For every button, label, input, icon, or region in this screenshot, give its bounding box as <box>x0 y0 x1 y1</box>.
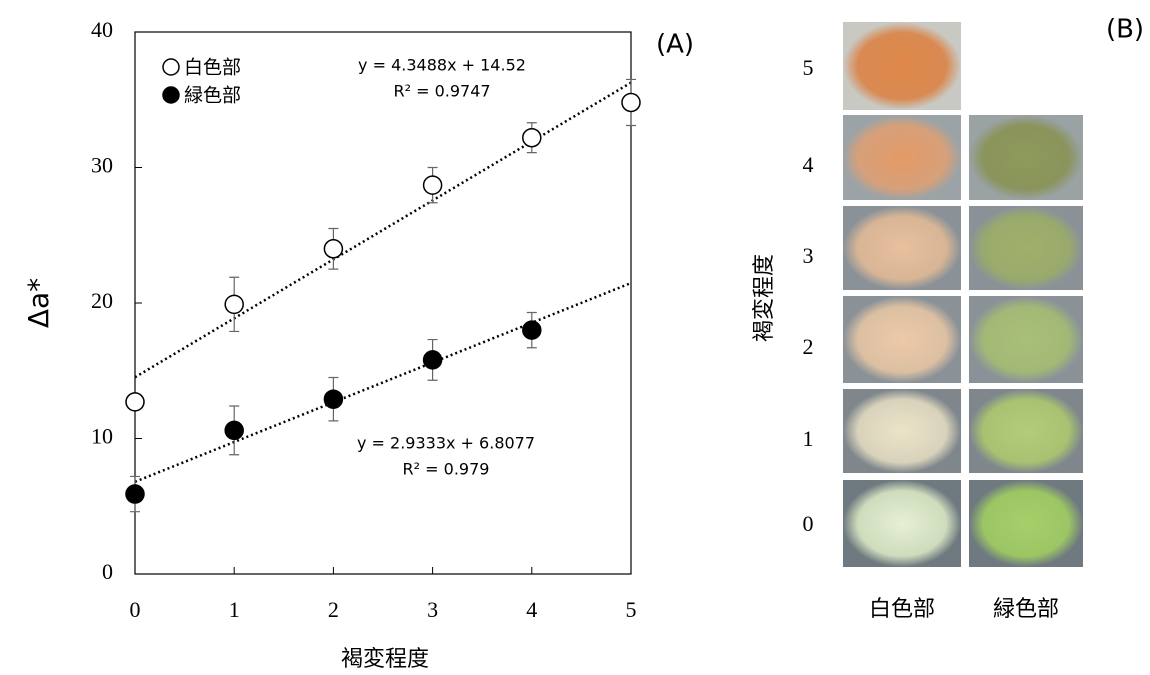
photo <box>969 296 1083 383</box>
photo <box>843 115 961 200</box>
point <box>424 176 442 194</box>
trendline-r2: R² = 0.979 <box>403 460 490 479</box>
trendline-r2: R² = 0.9747 <box>393 82 490 101</box>
row-label: 0 <box>803 511 814 536</box>
legend-marker <box>163 87 179 103</box>
y-axis-title: 褐変程度 <box>752 254 777 342</box>
legend-label: 緑色部 <box>184 85 241 107</box>
y-axis-title: Δa* <box>22 278 55 328</box>
photo <box>843 296 961 383</box>
point <box>424 351 442 369</box>
y-tick-label: 0 <box>102 559 113 584</box>
plot-frame <box>135 32 631 574</box>
photo <box>969 389 1083 473</box>
y-tick-label: 20 <box>91 288 113 313</box>
row-label: 2 <box>803 334 814 359</box>
photo <box>843 480 961 567</box>
row-label: 1 <box>803 426 814 451</box>
row-label: 3 <box>803 243 814 268</box>
x-tick-label: 4 <box>526 597 537 622</box>
trendline-equation: y = 2.9333x + 6.8077 <box>357 434 535 453</box>
point <box>225 421 243 439</box>
x-tick-label: 2 <box>328 597 339 622</box>
point <box>523 321 541 339</box>
photo <box>843 22 961 110</box>
panel-label: (B) <box>1106 15 1144 45</box>
x-tick-label: 1 <box>229 597 240 622</box>
column-label: 白色部 <box>869 597 935 622</box>
photo <box>843 206 961 290</box>
point <box>523 129 541 147</box>
x-tick-label: 3 <box>427 597 438 622</box>
row-label: 5 <box>803 55 814 80</box>
y-tick-label: 30 <box>91 153 113 178</box>
point <box>324 240 342 258</box>
point <box>324 390 342 408</box>
point <box>622 93 640 111</box>
point <box>126 393 144 411</box>
legend-marker <box>163 59 179 75</box>
x-tick-label: 5 <box>626 597 637 622</box>
photo <box>969 480 1083 567</box>
x-tick-label: 0 <box>130 597 141 622</box>
trendline-equation: y = 4.3488x + 14.52 <box>358 56 526 75</box>
point <box>126 485 144 503</box>
figure: (A) 褐変程度 Δa* (B) 褐変程度 白色部 緑色部 0102030400… <box>0 0 1150 675</box>
y-tick-label: 10 <box>91 424 113 449</box>
photo <box>843 389 961 473</box>
trendline <box>135 83 631 378</box>
photo-grid <box>843 22 1083 567</box>
photo <box>969 206 1083 290</box>
x-axis-title: 褐変程度 <box>341 647 429 672</box>
panel-label: (A) <box>656 30 694 60</box>
y-tick-label: 40 <box>91 17 113 42</box>
point <box>225 295 243 313</box>
legend-label: 白色部 <box>184 57 241 79</box>
photo <box>969 115 1083 200</box>
column-label: 緑色部 <box>993 597 1059 622</box>
row-label: 4 <box>803 152 814 177</box>
